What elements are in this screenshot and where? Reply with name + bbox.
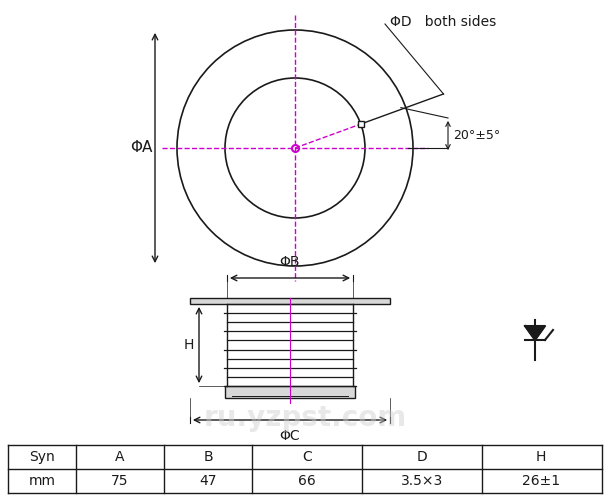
Text: ΦA: ΦA	[130, 141, 152, 156]
Text: H: H	[536, 450, 546, 464]
Bar	[190, 298, 390, 304]
Bar	[225, 386, 355, 398]
Text: 47: 47	[199, 474, 217, 488]
Text: C: C	[302, 450, 312, 464]
Text: H: H	[184, 338, 194, 352]
Text: 3.5×3: 3.5×3	[401, 474, 443, 488]
Text: D: D	[417, 450, 427, 464]
Text: 75: 75	[111, 474, 129, 488]
Polygon shape	[525, 326, 545, 340]
Text: ΦD   both sides: ΦD both sides	[390, 15, 496, 29]
Text: Syn: Syn	[29, 450, 55, 464]
Text: B: B	[203, 450, 213, 464]
Text: ru.yzpst.com: ru.yzpst.com	[203, 404, 407, 432]
Text: 26±1: 26±1	[522, 474, 560, 488]
Text: ΦB: ΦB	[280, 255, 300, 269]
Text: ΦC: ΦC	[280, 429, 301, 443]
Text: A: A	[115, 450, 125, 464]
Text: 66: 66	[298, 474, 316, 488]
Text: mm: mm	[29, 474, 56, 488]
Text: 20°±5°: 20°±5°	[453, 129, 500, 142]
